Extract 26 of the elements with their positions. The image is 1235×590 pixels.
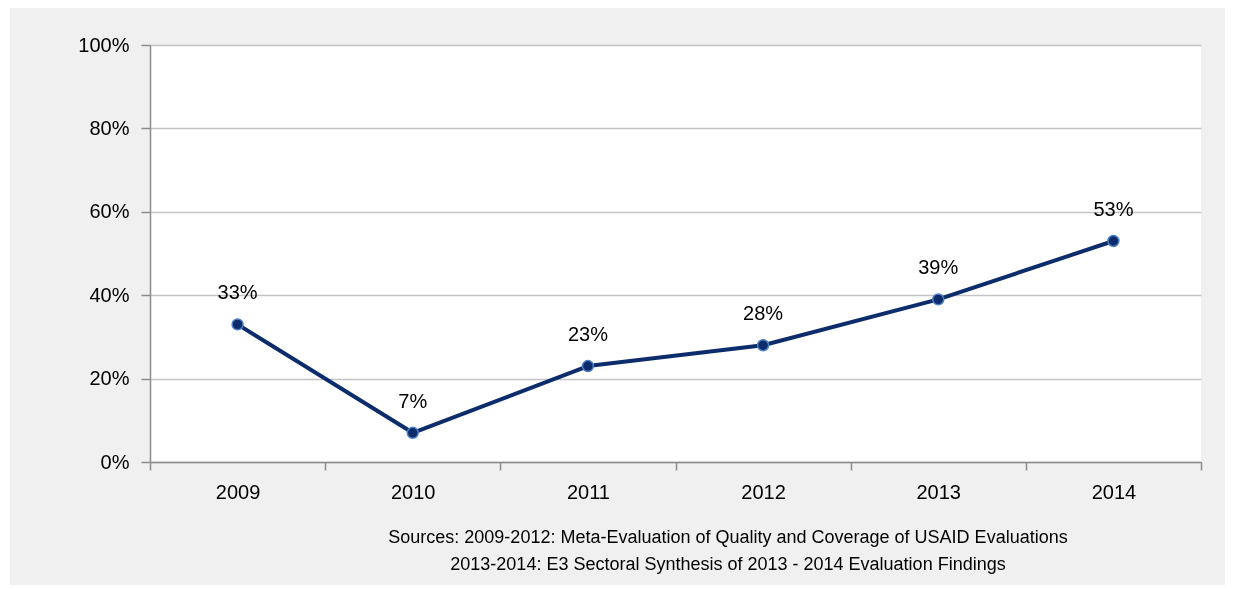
x-tick-label: 2012: [741, 480, 786, 503]
data-label: 53%: [1093, 197, 1134, 220]
y-tick-label: 100%: [78, 33, 130, 56]
data-label: 33%: [217, 281, 258, 304]
y-tick-label: 60%: [89, 200, 130, 223]
y-tick-label: 80%: [89, 116, 130, 139]
y-tick-label: 20%: [89, 367, 130, 390]
x-tick-label: 2014: [1091, 480, 1137, 503]
x-tick-label: 2011: [566, 480, 610, 503]
y-tick-label: 0%: [100, 450, 130, 473]
x-tick-label: 2009: [215, 480, 261, 503]
point: [1107, 234, 1120, 248]
data-label: 23%: [567, 323, 609, 346]
point: [756, 339, 770, 352]
point: [406, 426, 419, 440]
y-tick-label: 40%: [89, 283, 130, 306]
point: [932, 293, 945, 306]
source-note: Sources: 2009-2012: Meta-Evaluation of Quality and Coverage of USAID Evaluations: [387, 526, 1069, 549]
data-label: 28%: [743, 302, 784, 325]
data-label: 39%: [918, 256, 959, 279]
x-tick-label: 2013: [916, 480, 961, 503]
text: 2013-2014: E3 Sectoral Synthesis of 2013 - 2014 Evaluation Findings: [449, 553, 1007, 576]
point: [231, 318, 244, 331]
point: [581, 359, 595, 373]
data-label: 7%: [398, 389, 428, 412]
x-tick-label: 2010: [391, 480, 436, 503]
